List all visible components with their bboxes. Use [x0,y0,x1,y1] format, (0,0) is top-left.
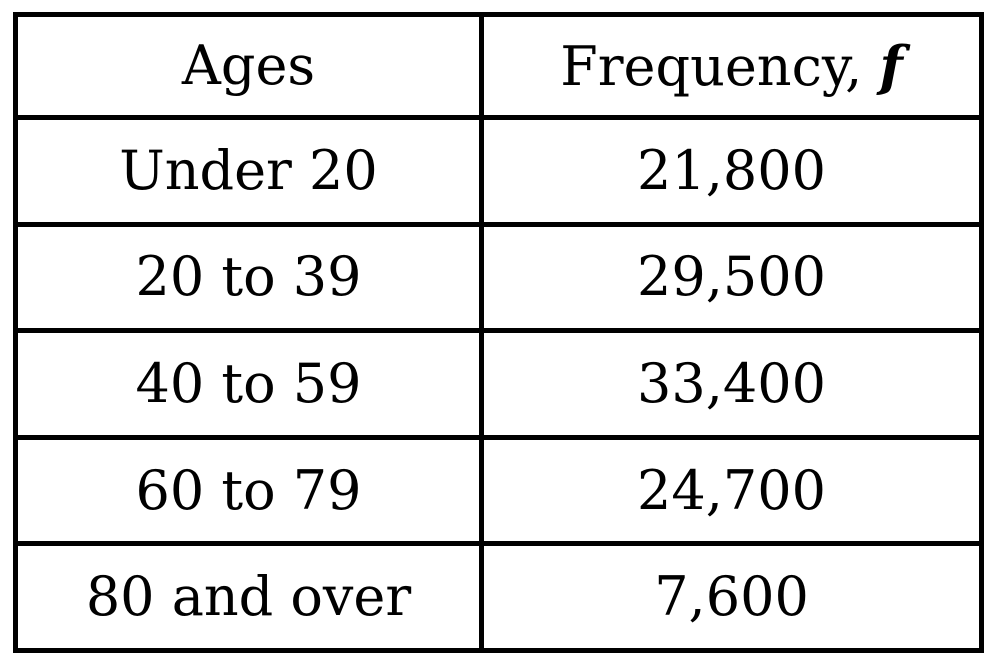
frequency-cell: 33,400 [479,328,984,440]
table-row: 60 to 79 24,700 [13,434,984,547]
header-frequency: Frequency, f [479,12,984,120]
header-ages: Ages [13,12,484,120]
table-row: 20 to 39 29,500 [13,221,984,334]
frequency-cell: 7,600 [479,541,984,653]
header-frequency-label: Frequency, [560,34,863,98]
table-row: Under 20 21,800 [13,115,984,227]
frequency-cell: 21,800 [479,115,984,227]
frequency-cell: 24,700 [479,434,984,547]
frequency-table: Ages Frequency, f Under 20 21,800 20 to … [13,12,984,653]
table-row: 40 to 59 33,400 [13,328,984,440]
age-cell: Under 20 [13,115,484,227]
age-cell: 40 to 59 [13,328,484,440]
age-cell: 80 and over [13,541,484,653]
age-cell: 20 to 39 [13,221,484,334]
age-cell: 60 to 79 [13,434,484,547]
frequency-cell: 29,500 [479,221,984,334]
table-row: 80 and over 7,600 [13,541,984,653]
frequency-symbol: f [879,33,903,98]
header-row: Ages Frequency, f [13,12,984,120]
